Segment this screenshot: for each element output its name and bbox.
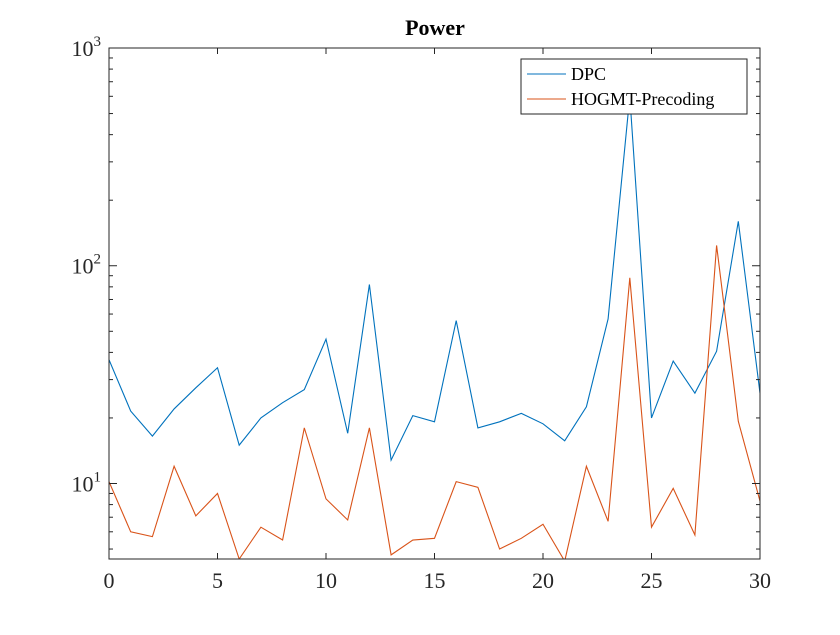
chart-title: Power: [405, 15, 465, 40]
x-tick-label: 0: [104, 568, 115, 593]
axes: 0 5 10 15 20 25 30 101 102 103: [72, 34, 772, 593]
legend-label-dpc: DPC: [571, 64, 606, 84]
legend-box: [520, 58, 748, 115]
x-tick-label: 30: [749, 568, 771, 593]
series-group: [109, 96, 760, 559]
x-tick-label: 15: [424, 568, 446, 593]
series-line-hogmt-precoding: [109, 245, 760, 559]
y-tick-label: 102: [72, 252, 102, 279]
y-tick-label: 103: [72, 34, 102, 61]
legend-label-hogmt-precoding: HOGMT-Precoding: [571, 89, 714, 109]
plot-area: [109, 48, 760, 559]
y-tick-label: 101: [72, 469, 102, 496]
legend: DPC HOGMT-Precoding: [520, 58, 748, 115]
x-tick-label: 10: [315, 568, 337, 593]
x-tick-label: 25: [641, 568, 663, 593]
x-tick-label: 5: [212, 568, 223, 593]
x-tick-label: 20: [532, 568, 554, 593]
plot-background: [109, 48, 760, 559]
series-line-dpc: [109, 96, 760, 463]
